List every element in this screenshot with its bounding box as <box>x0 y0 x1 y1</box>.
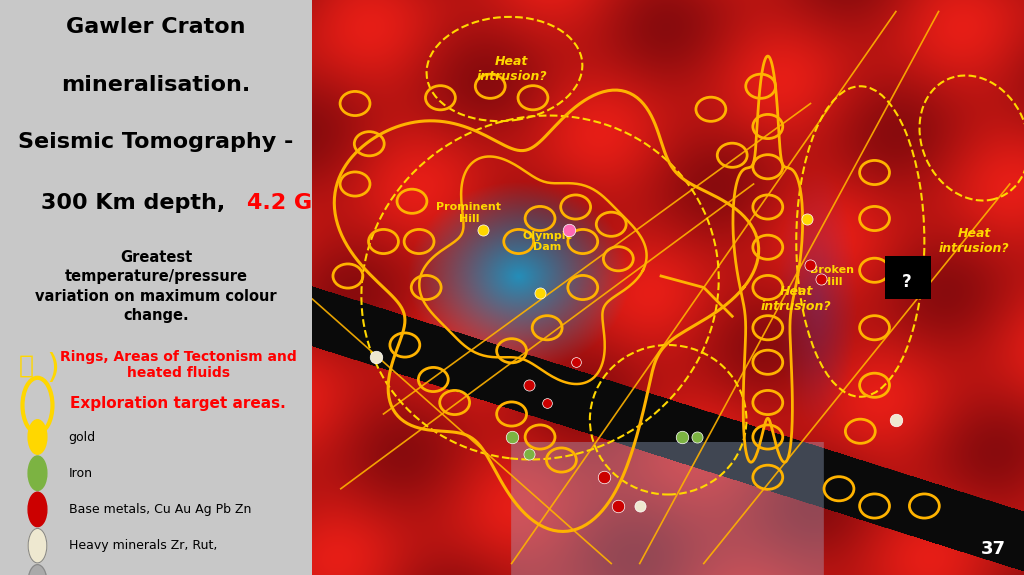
Text: Olympic
Dam: Olympic Dam <box>522 231 572 252</box>
Text: Rings, Areas of Tectonism and
heated fluids: Rings, Areas of Tectonism and heated flu… <box>59 350 296 380</box>
Text: Greatest
temperature/pressure
variation on maximum colour
change.: Greatest temperature/pressure variation … <box>36 250 276 323</box>
Text: Heat
intrusion?: Heat intrusion? <box>476 55 547 83</box>
Text: 300 Km depth,: 300 Km depth, <box>41 193 232 213</box>
Text: ⌒: ⌒ <box>18 353 34 377</box>
Text: gold: gold <box>69 431 96 443</box>
Circle shape <box>28 420 47 454</box>
Text: Gawler Craton: Gawler Craton <box>67 17 246 37</box>
Text: Seismic Tomography -: Seismic Tomography - <box>18 132 294 152</box>
Text: 37: 37 <box>981 540 1007 558</box>
Text: Prominent
Hill: Prominent Hill <box>436 202 502 224</box>
Text: Heat
intrusion?: Heat intrusion? <box>761 285 831 313</box>
Text: Broken
Hill: Broken Hill <box>810 265 854 287</box>
Text: Base metals, Cu Au Ag Pb Zn: Base metals, Cu Au Ag Pb Zn <box>69 503 251 516</box>
FancyBboxPatch shape <box>885 256 932 299</box>
Text: Iron: Iron <box>69 467 93 480</box>
Circle shape <box>28 528 47 563</box>
Circle shape <box>28 565 47 575</box>
Text: Heavy minerals Zr, Rut,: Heavy minerals Zr, Rut, <box>69 539 217 552</box>
Circle shape <box>28 492 47 527</box>
Text: ?: ? <box>902 273 911 291</box>
Text: Heat
intrusion?: Heat intrusion? <box>939 228 1010 255</box>
Text: 4.2 Ga.: 4.2 Ga. <box>247 193 335 213</box>
Text: mineralisation.: mineralisation. <box>61 75 251 95</box>
Text: ): ) <box>47 351 59 385</box>
Text: Exploration target areas.: Exploration target areas. <box>71 396 286 411</box>
Circle shape <box>28 456 47 490</box>
